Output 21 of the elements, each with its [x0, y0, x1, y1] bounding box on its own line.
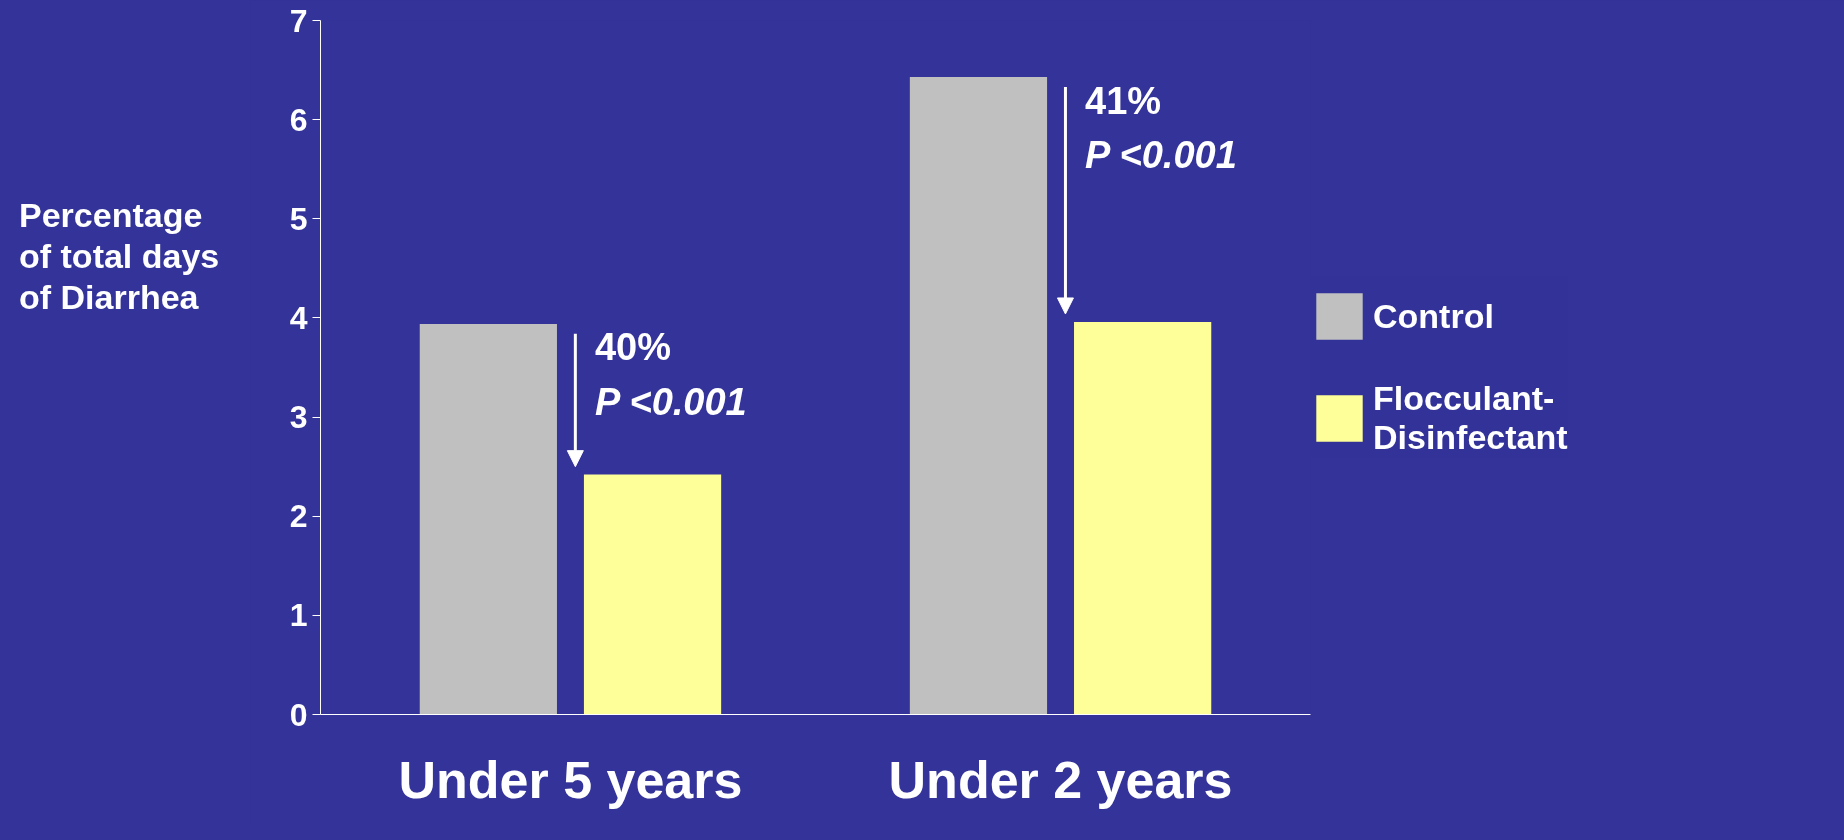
y-tick-label: 0 — [289, 696, 308, 733]
y-tick-label: 2 — [289, 498, 308, 535]
y-tick-label: 7 — [289, 2, 308, 39]
y-tick-label: 1 — [289, 597, 308, 634]
y-tick-label: 3 — [289, 399, 308, 436]
y-axis-title: Percentage of total days of Diarrhea — [19, 195, 220, 318]
legend-label: Flocculant- Disinfectant — [1373, 378, 1568, 458]
annotation: P <0.001 — [594, 381, 747, 424]
legend-label: Control — [1373, 295, 1494, 337]
annotation: 40% — [594, 326, 672, 369]
x-tick-label: Under 2 years — [888, 750, 1233, 809]
y-tick-label: 6 — [289, 101, 308, 138]
y-tick-label: 5 — [289, 200, 308, 237]
x-tick-label: Under 5 years — [398, 750, 743, 809]
annotation: P <0.001 — [1085, 134, 1237, 177]
bar — [1074, 321, 1212, 715]
y-tick-label: 4 — [289, 299, 308, 336]
bar — [583, 474, 722, 715]
bar — [909, 77, 1048, 715]
bar — [419, 323, 557, 715]
annotation: 41% — [1085, 79, 1162, 122]
